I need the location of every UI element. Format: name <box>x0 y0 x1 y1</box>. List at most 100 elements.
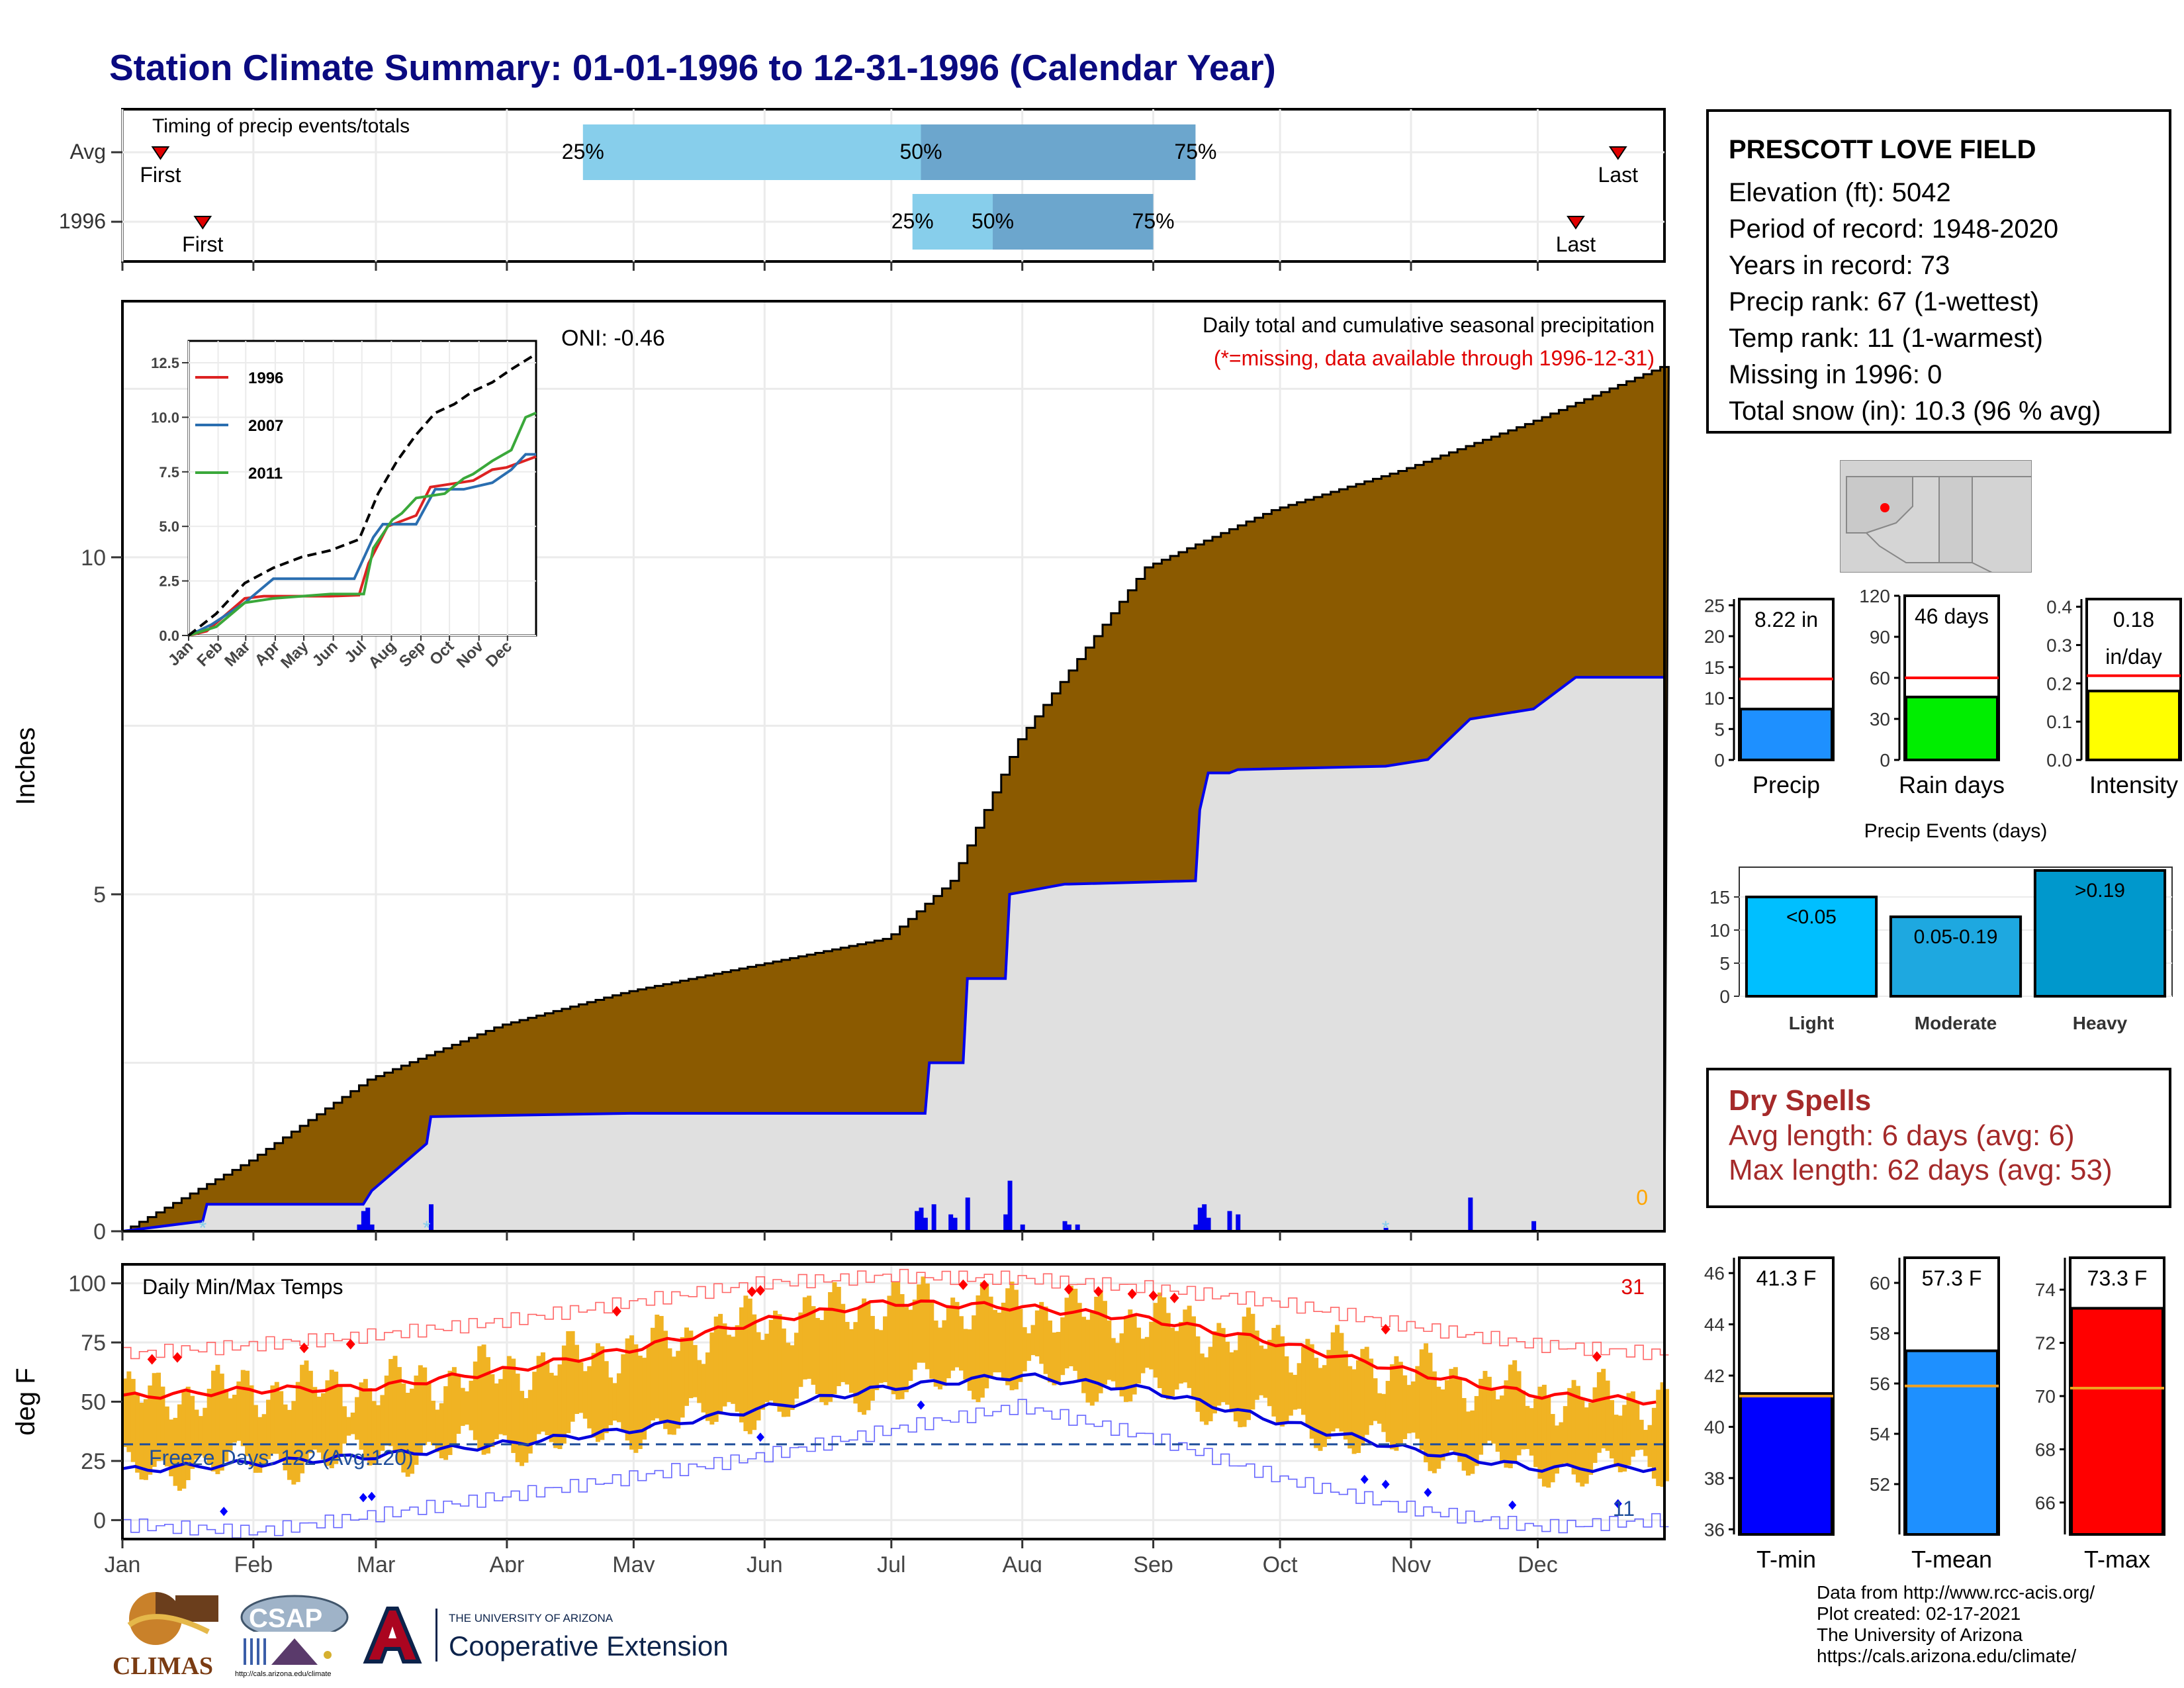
daily-temp-range-bar <box>1571 1380 1576 1475</box>
daily-temp-range-bar <box>600 1346 605 1440</box>
daily-precip-bar <box>1066 1224 1071 1231</box>
bar-y-tick-label: 42 <box>1704 1366 1725 1386</box>
daily-temp-range-bar <box>853 1322 858 1404</box>
daily-precip-bar <box>952 1217 958 1231</box>
daily-temp-range-bar <box>1102 1301 1107 1385</box>
daily-precip-bar <box>1202 1204 1207 1231</box>
record-low-marker <box>1508 1500 1517 1510</box>
last-event-marker <box>1567 216 1585 230</box>
daily-temp-range-bar <box>392 1356 398 1453</box>
record-high-marker <box>299 1342 309 1354</box>
daily-temp-range-bar <box>325 1380 330 1466</box>
event-bar <box>1889 915 2023 998</box>
daily-temp-range-bar <box>261 1414 267 1468</box>
footer-university: The University of Arizona <box>1817 1624 2023 1645</box>
daily-temp-range-bar <box>874 1329 880 1391</box>
daily-temp-range-bar <box>1415 1366 1420 1439</box>
daily-precip-bar <box>965 1197 970 1231</box>
daily-temp-range-bar <box>1107 1320 1112 1380</box>
bar-category-label: T-mean <box>1911 1546 1992 1573</box>
daily-temp-range-bar <box>1394 1356 1399 1451</box>
events-y-tick-label: 0 <box>1719 986 1730 1007</box>
daily-temp-range-bar <box>942 1320 947 1386</box>
events-y-tick-label: 15 <box>1709 887 1730 908</box>
daily-temp-range-bar <box>642 1358 647 1440</box>
daily-temp-range-bar <box>1537 1386 1543 1479</box>
month-label: Nov <box>1391 1552 1431 1572</box>
daily-precip-bar <box>915 1211 920 1231</box>
tmean-chart: 52 54 56 58 60 57.3 F T-mean <box>1870 1256 2000 1573</box>
record-high-marker <box>612 1305 621 1317</box>
daily-temp-range-bar <box>976 1295 981 1403</box>
daily-precip-bar <box>1236 1214 1241 1231</box>
daily-temp-range-bar <box>1601 1368 1606 1448</box>
bar-value-label: 73.3 F <box>2087 1266 2148 1290</box>
daily-temp-range-bar <box>561 1345 567 1444</box>
daily-temp-range-bar <box>245 1370 250 1456</box>
daily-temp-range-bar <box>312 1387 318 1450</box>
station-info-line: Missing in 1996: 0 <box>1729 360 1942 389</box>
daily-temp-range-bar <box>1275 1325 1281 1425</box>
daily-temp-range-bar <box>950 1297 956 1371</box>
daily-temp-range-bar <box>1195 1336 1201 1412</box>
daily-temp-range-bar <box>532 1372 537 1443</box>
daily-temp-range-bar <box>557 1364 563 1450</box>
daily-temp-range-bar <box>637 1355 643 1449</box>
month-label: Aug <box>1002 1552 1042 1572</box>
daily-temp-range-bar <box>697 1360 702 1403</box>
daily-temp-range-bar <box>1550 1414 1555 1483</box>
footer-data-source: Data from http://www.rcc-acis.org/ <box>1817 1582 2095 1603</box>
daily-temp-range-bar <box>933 1320 938 1387</box>
daily-temp-range-bar <box>1398 1362 1403 1447</box>
last-event-label: Last <box>1598 163 1639 187</box>
ua-big-text: Cooperative Extension <box>449 1630 729 1662</box>
daily-temp-range-bar <box>1330 1332 1336 1432</box>
daily-temp-range-bar <box>511 1358 516 1453</box>
daily-temp-range-bar <box>295 1382 300 1482</box>
bar-y-tick-label: 52 <box>1870 1474 1890 1495</box>
daily-temp-range-bar <box>828 1291 833 1402</box>
daily-temp-range-bar <box>1043 1306 1048 1374</box>
record-low-marker <box>1614 1499 1622 1509</box>
daily-temp-range-bar <box>1656 1389 1661 1486</box>
daily-temp-range-bar <box>954 1301 960 1368</box>
record-high-marker <box>755 1285 765 1296</box>
daily-temp-range-bar <box>1301 1346 1306 1415</box>
daily-temp-range-bar <box>1373 1378 1378 1421</box>
daily-temp-range-bar <box>646 1346 651 1429</box>
daily-temp-range-bar <box>735 1325 740 1412</box>
daily-temp-range-bar <box>329 1370 334 1468</box>
daily-temp-range-bar <box>1664 1389 1669 1481</box>
daily-temp-range-bar <box>177 1404 182 1491</box>
inset-y-tick-label: 2.5 <box>159 573 179 590</box>
temp-y-axis-label: deg F <box>11 1368 40 1435</box>
daily-temp-range-bar <box>1647 1425 1653 1468</box>
daily-temp-range-bar <box>1428 1352 1433 1472</box>
inset-y-tick-label: 5.0 <box>159 518 179 535</box>
daily-temp-range-bar <box>1351 1369 1357 1454</box>
daily-temp-range-bar <box>1486 1376 1492 1441</box>
daily-temp-range-bar <box>304 1360 309 1462</box>
bar-y-tick-label: 15 <box>1704 657 1725 678</box>
timing-label: Timing of precip events/totals <box>152 115 410 137</box>
month-label: Mar <box>357 1552 396 1572</box>
daily-temp-range-bar <box>1013 1289 1019 1389</box>
daily-temp-range-bar <box>130 1379 136 1462</box>
daily-temp-range-bar <box>185 1386 191 1481</box>
daily-temp-range-bar <box>553 1375 559 1448</box>
daily-temp-range-bar <box>367 1388 373 1466</box>
daily-temp-range-bar <box>1314 1358 1319 1448</box>
daily-temp-range-bar <box>1293 1374 1298 1410</box>
daily-temp-range-bar <box>997 1312 1002 1373</box>
climas-emblem-icon <box>127 1592 218 1645</box>
daily-temp-range-bar <box>709 1332 715 1425</box>
daily-temp-range-bar <box>1144 1336 1150 1368</box>
daily-temp-range-bar <box>1567 1387 1572 1467</box>
daily-precip-bar <box>361 1211 366 1231</box>
daily-temp-range-bar <box>291 1401 296 1485</box>
bar-y-tick-label: 70 <box>2035 1386 2056 1407</box>
daily-temp-range-bar <box>422 1367 428 1445</box>
daily-temp-range-bar <box>832 1282 837 1395</box>
event-bar-label: <0.05 <box>1786 906 1837 928</box>
station-info-line: Total snow (in): 10.3 (96 % avg) <box>1729 397 2101 426</box>
